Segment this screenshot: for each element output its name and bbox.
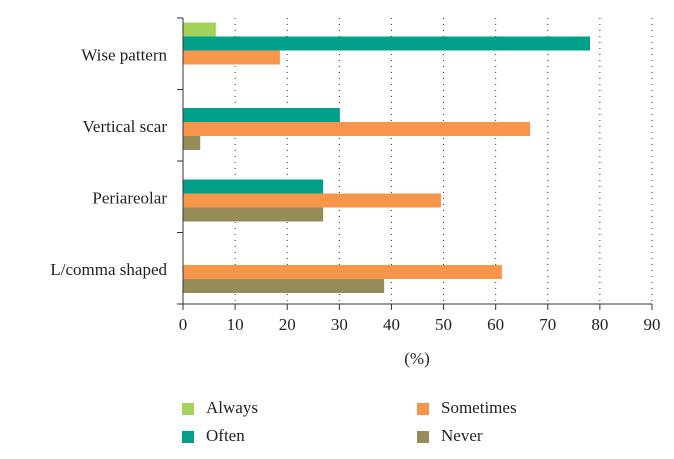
legend-label: Sometimes xyxy=(441,398,517,417)
bar xyxy=(183,36,590,51)
x-axis-label: (%) xyxy=(404,349,429,368)
bar xyxy=(183,108,340,122)
bar xyxy=(183,265,502,279)
y-tick-label: Periareolar xyxy=(92,189,167,208)
x-tick-label: 20 xyxy=(279,315,296,334)
x-tick-label: 10 xyxy=(227,315,244,334)
x-tick-label: 0 xyxy=(179,315,188,334)
bar xyxy=(183,122,531,136)
legend-label: Never xyxy=(441,426,483,445)
bar xyxy=(183,179,324,194)
y-tick-label: Vertical scar xyxy=(83,117,168,136)
bar xyxy=(183,193,441,208)
legend-swatch xyxy=(182,431,194,443)
bar xyxy=(183,207,324,222)
legend-label: Often xyxy=(206,426,245,445)
x-tick-label: 30 xyxy=(331,315,348,334)
x-tick-label: 90 xyxy=(644,315,661,334)
y-tick-label: L/comma shaped xyxy=(50,260,167,279)
bar xyxy=(183,22,216,37)
x-tick-label: 80 xyxy=(591,315,608,334)
bar xyxy=(183,50,280,65)
x-tick-label: 60 xyxy=(487,315,504,334)
legend-swatch xyxy=(417,403,429,415)
y-tick-label: Wise pattern xyxy=(81,46,167,65)
legend-swatch xyxy=(417,431,429,443)
bar xyxy=(183,279,385,293)
legend-swatch xyxy=(182,403,194,415)
bar xyxy=(183,136,201,150)
x-tick-label: 40 xyxy=(383,315,400,334)
legend-label: Always xyxy=(206,398,258,417)
x-tick-label: 50 xyxy=(435,315,452,334)
x-tick-label: 70 xyxy=(539,315,556,334)
